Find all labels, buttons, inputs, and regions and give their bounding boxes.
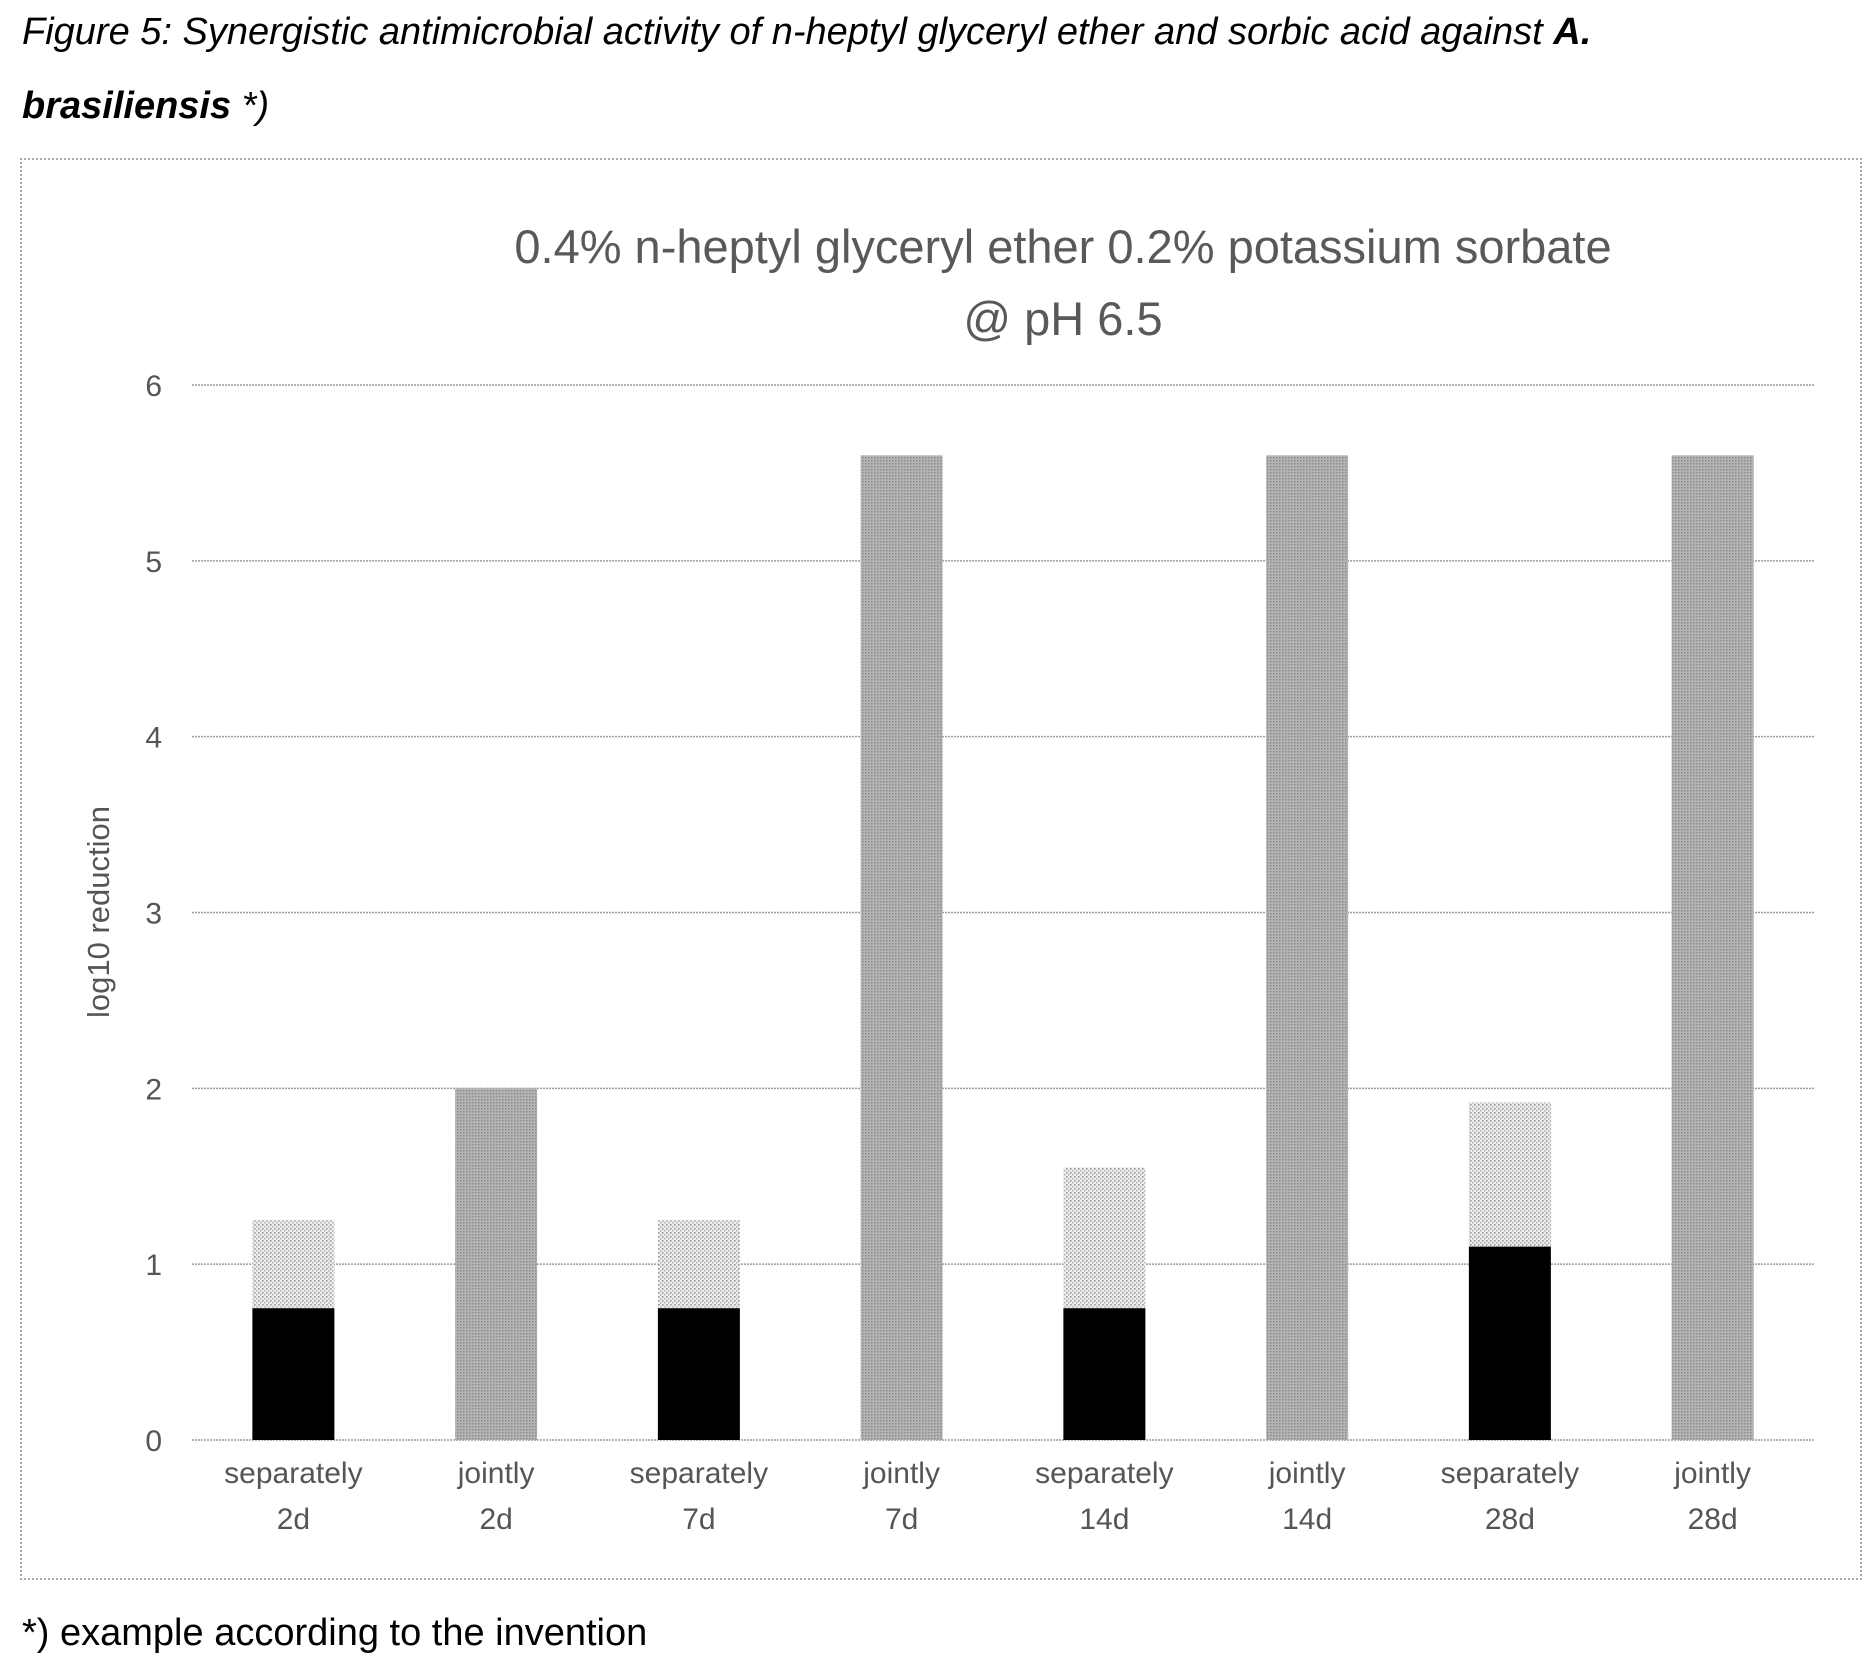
x-tick-label: jointly [862,1457,940,1490]
bar-segment-2-5 [1063,1167,1146,1309]
x-tick-label: 28d [1688,1503,1738,1536]
bar-segment-3-2 [455,1088,538,1440]
y-tick-label: 3 [145,898,162,931]
chart-text: 0 1 2 3 4 5 6 separately 2d jointly 2d separately 7d… [81,220,1751,1536]
x-tick-label: jointly [457,1457,535,1490]
bar-chart: 0 1 2 3 4 5 6 separately 2d jointly 2d separately 7d… [81,220,1814,1536]
x-tick-label: 14d [1079,1503,1129,1536]
bar-segment-1-1 [252,1308,335,1440]
figure-caption-bold: A. [1553,11,1592,53]
chart-title: 0.4% n-heptyl glyceryl ether 0.2% potass… [514,220,1611,273]
x-tick-label: 28d [1485,1503,1535,1536]
y-tick-label: 1 [145,1249,162,1282]
bar-segment-2-7 [1468,1102,1551,1247]
x-tick-label: 2d [277,1503,310,1536]
figure-caption-marker: *) [231,85,270,127]
gridlines [192,384,1814,1441]
x-tick-label: separately [224,1457,362,1490]
y-tick-label: 2 [145,1073,162,1106]
bar-segment-2-1 [252,1220,335,1309]
chart-frame: 0 1 2 3 4 5 6 separately 2d jointly 2d separately 7d… [20,158,1862,1580]
figure-caption-text: Figure 5: Synergistic antimicrobial acti… [22,11,1554,53]
bars [252,455,1754,1440]
chart-title: @ pH 6.5 [963,292,1162,345]
figure-caption-species: brasiliensis [22,85,232,127]
y-axis-label: log10 reduction [81,806,116,1018]
y-tick-label: 5 [145,546,162,579]
y-tick-label: 0 [145,1425,162,1458]
bar-segment-1-7 [1468,1246,1551,1440]
x-tick-label: 7d [682,1503,715,1536]
figure-caption-line-2: brasiliensis *) [22,84,269,130]
x-tick-label: jointly [1268,1457,1346,1490]
bar-segment-3-4 [860,455,943,1440]
bar-segment-3-8 [1671,455,1754,1440]
bar-segment-1-5 [1063,1308,1146,1440]
footnote: *) example according to the invention [22,1612,648,1654]
x-tick-label: separately [1441,1457,1579,1490]
bar-segment-2-3 [657,1220,740,1309]
y-tick-label: 4 [145,722,162,755]
x-tick-label: 2d [479,1503,512,1536]
x-tick-label: separately [1035,1457,1173,1490]
bar-segment-1-3 [657,1308,740,1440]
x-tick-label: 7d [885,1503,918,1536]
x-tick-label: 14d [1282,1503,1332,1536]
figure-caption-line-1: Figure 5: Synergistic antimicrobial acti… [22,10,1591,56]
y-tick-label: 6 [145,370,162,403]
x-tick-label: jointly [1673,1457,1751,1490]
x-tick-label: separately [630,1457,768,1490]
bar-segment-3-6 [1266,455,1349,1440]
